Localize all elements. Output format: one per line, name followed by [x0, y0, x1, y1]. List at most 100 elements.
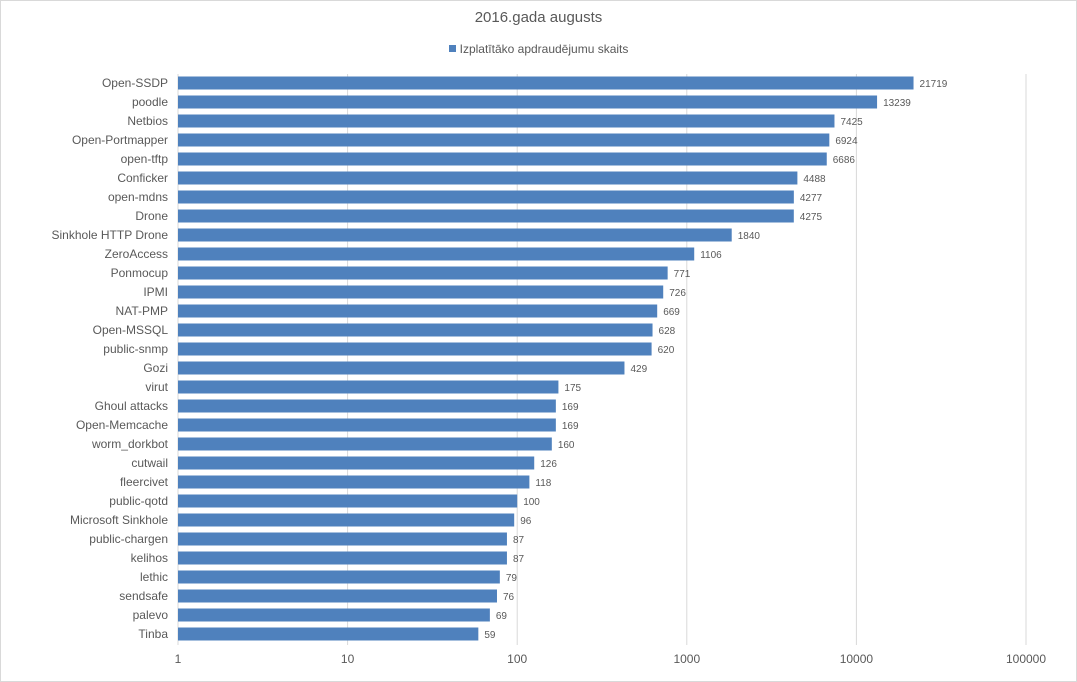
data-label: 169	[562, 402, 579, 413]
data-label: 4277	[800, 193, 823, 204]
category-label: Drone	[135, 209, 168, 223]
category-label: worm_dorkbot	[91, 437, 169, 451]
category-label: Open-Portmapper	[72, 133, 168, 147]
category-label: cutwail	[131, 456, 168, 470]
bar	[178, 342, 652, 356]
data-label: 100	[523, 497, 540, 508]
bar	[178, 456, 535, 470]
bar	[178, 418, 556, 432]
bar	[178, 570, 500, 584]
data-label: 1106	[700, 250, 722, 261]
data-label: 160	[558, 440, 575, 451]
data-label: 76	[503, 592, 515, 603]
bar	[178, 190, 794, 204]
bar	[178, 475, 530, 489]
category-label: lethic	[140, 570, 168, 584]
legend-label: Izplatītāko apdraudējumu skaits	[459, 41, 629, 56]
category-label: Netbios	[127, 114, 168, 128]
data-label: 69	[496, 611, 508, 622]
category-label: NAT-PMP	[116, 304, 168, 318]
bar	[178, 532, 507, 546]
category-label: Open-Memcache	[76, 418, 168, 432]
bar	[178, 437, 552, 451]
data-label: 126	[540, 459, 557, 470]
category-label: Tinba	[138, 627, 168, 641]
bar	[178, 171, 798, 185]
category-label: public-snmp	[103, 342, 168, 356]
data-label: 620	[658, 345, 675, 356]
bar	[178, 228, 732, 242]
data-label: 771	[674, 269, 691, 280]
data-label: 4275	[800, 212, 823, 223]
x-tick-label: 1000	[673, 652, 700, 666]
category-label: IPMI	[143, 285, 168, 299]
category-label: open-mdns	[108, 190, 168, 204]
bar	[178, 551, 507, 565]
category-label: Gozi	[143, 361, 168, 375]
bar	[178, 380, 559, 394]
bar	[178, 589, 497, 603]
bar	[178, 608, 490, 622]
category-label: Open-SSDP	[102, 76, 168, 90]
data-label: 6924	[835, 136, 858, 147]
data-label: 7425	[840, 117, 863, 128]
legend-swatch	[448, 45, 456, 53]
data-label: 669	[663, 307, 680, 318]
category-label: ZeroAccess	[105, 247, 168, 261]
bar	[178, 133, 830, 147]
category-label: Microsoft Sinkhole	[70, 513, 168, 527]
data-label: 96	[520, 516, 532, 527]
bar	[178, 304, 658, 318]
data-label: 13239	[883, 98, 911, 109]
bar	[178, 152, 827, 166]
data-label: 118	[535, 478, 551, 489]
data-label: 79	[506, 573, 518, 584]
bar	[178, 627, 479, 641]
bar	[178, 323, 653, 337]
category-label: public-chargen	[89, 532, 168, 546]
category-label: palevo	[133, 608, 169, 622]
bar	[178, 95, 878, 109]
data-label: 429	[630, 364, 647, 375]
data-label: 175	[564, 383, 581, 394]
bar	[178, 513, 515, 527]
category-label: poodle	[132, 95, 168, 109]
bar	[178, 494, 518, 508]
data-label: 87	[513, 554, 525, 565]
chart-title: 2016.gada augusts	[474, 9, 603, 26]
category-label: Open-MSSQL	[93, 323, 169, 337]
bar	[178, 399, 556, 413]
data-label: 628	[659, 326, 676, 337]
category-label: Ghoul attacks	[95, 399, 168, 413]
data-label: 4488	[803, 174, 826, 185]
data-label: 1840	[738, 231, 761, 242]
bar	[178, 285, 664, 299]
x-tick-label: 10000	[840, 652, 874, 666]
x-tick-label: 100	[507, 652, 527, 666]
x-tick-label: 100000	[1006, 652, 1046, 666]
category-label: virut	[145, 380, 168, 394]
data-label: 59	[484, 630, 496, 641]
category-label: Sinkhole HTTP Drone	[52, 228, 169, 242]
x-tick-label: 10	[341, 652, 355, 666]
category-label: fleercivet	[120, 475, 169, 489]
category-label: sendsafe	[119, 589, 168, 603]
data-label: 21719	[920, 79, 948, 90]
bar	[178, 266, 668, 280]
data-label: 169	[562, 421, 579, 432]
bar	[178, 209, 794, 223]
data-label: 6686	[833, 155, 856, 166]
legend: Izplatītāko apdraudējumu skaits	[0, 41, 1077, 56]
category-label: kelihos	[131, 551, 168, 565]
category-label: Ponmocup	[111, 266, 169, 280]
category-label: public-qotd	[109, 494, 168, 508]
data-label: 726	[669, 288, 686, 299]
bar	[178, 247, 695, 261]
bar	[178, 361, 625, 375]
category-label: open-tftp	[121, 152, 169, 166]
bar	[178, 114, 835, 128]
data-label: 87	[513, 535, 525, 546]
bar	[178, 76, 914, 90]
